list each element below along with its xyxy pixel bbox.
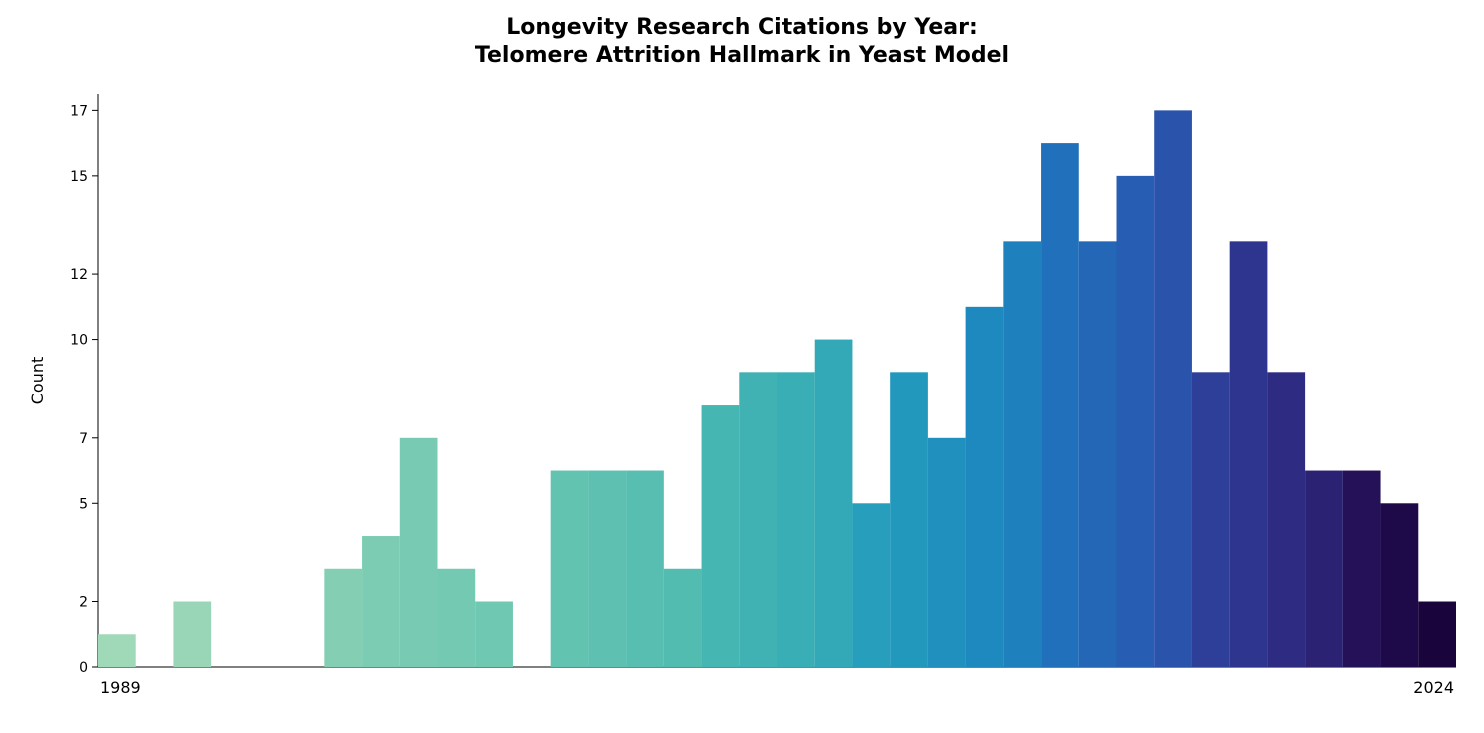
histogram-bar [739, 372, 777, 667]
y-tick-label: 2 [79, 595, 88, 611]
histogram-bar [664, 569, 702, 667]
chart-container: Longevity Research Citations by Year: Tel… [0, 0, 1484, 733]
chart-title-line2: Telomere Attrition Hallmark in Yeast Mod… [475, 43, 1009, 68]
y-tick-label: 10 [70, 333, 88, 349]
histogram-bar [928, 438, 966, 667]
histogram-bar [1305, 471, 1343, 667]
histogram-bar [362, 536, 400, 667]
histogram-bar [1418, 602, 1456, 667]
y-tick-label: 12 [70, 267, 88, 283]
histogram-chart: Longevity Research Citations by Year: Tel… [0, 0, 1484, 733]
histogram-bar [966, 307, 1004, 667]
histogram-bar [324, 569, 362, 667]
histogram-bar [400, 438, 438, 667]
histogram-bar [551, 471, 589, 667]
y-tick-label: 5 [79, 496, 88, 512]
histogram-bar [1117, 176, 1155, 667]
y-tick-label: 17 [70, 103, 88, 119]
y-tick-label: 15 [70, 169, 88, 185]
histogram-bar [1381, 503, 1419, 667]
histogram-bar [98, 634, 136, 667]
histogram-bar [173, 602, 211, 667]
histogram-bar [1230, 241, 1268, 667]
histogram-bar [702, 405, 740, 667]
y-tick-label: 0 [79, 660, 88, 676]
histogram-bar [777, 372, 815, 667]
histogram-bar [475, 602, 513, 667]
histogram-bar [1192, 372, 1230, 667]
histogram-bar [1154, 110, 1192, 667]
histogram-bar [438, 569, 476, 667]
histogram-bar [1343, 471, 1381, 667]
histogram-bar [890, 372, 928, 667]
histogram-bar [852, 503, 890, 667]
histogram-bar [626, 471, 664, 667]
histogram-bar [1267, 372, 1305, 667]
x-start-label: 1989 [100, 678, 141, 697]
chart-title-line1: Longevity Research Citations by Year: [506, 15, 978, 40]
y-tick-label: 7 [79, 431, 88, 447]
y-axis-label: Count [28, 357, 47, 405]
histogram-bar [1079, 241, 1117, 667]
histogram-bar [1003, 241, 1041, 667]
histogram-bar [588, 471, 626, 667]
x-end-label: 2024 [1413, 678, 1454, 697]
histogram-bar [815, 340, 853, 667]
histogram-bar [1041, 143, 1079, 667]
